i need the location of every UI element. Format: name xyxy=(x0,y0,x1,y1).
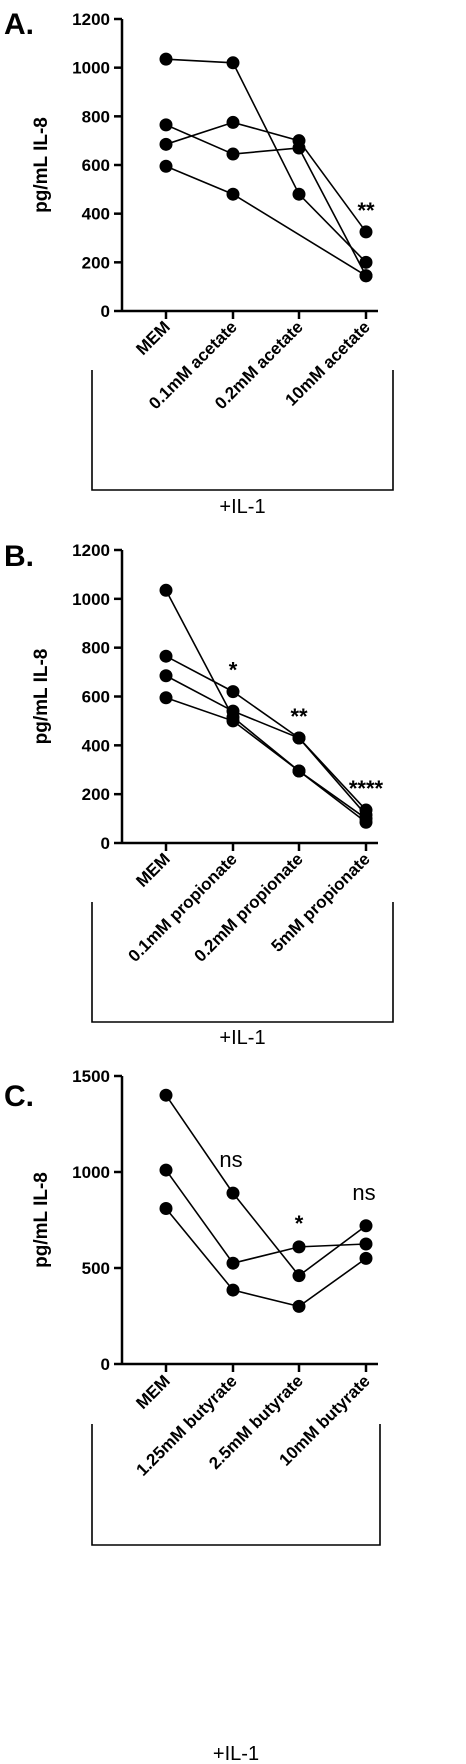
data-point xyxy=(159,52,173,66)
data-point xyxy=(359,255,373,269)
y-tick-label: 0 xyxy=(101,1355,110,1374)
series-3-line xyxy=(165,1207,367,1308)
y-tick-label: 0 xyxy=(101,302,110,321)
x-category-label: MEM xyxy=(132,317,173,358)
y-tick-label: 1500 xyxy=(72,1067,110,1086)
treatment-bracket xyxy=(91,902,394,1023)
panel-letter: C. xyxy=(4,1080,34,1113)
data-point xyxy=(159,669,173,683)
data-point xyxy=(292,1240,306,1254)
data-point xyxy=(226,147,240,161)
data-point xyxy=(226,1283,240,1297)
treatment-bracket xyxy=(91,370,394,491)
y-tick-label: 600 xyxy=(82,156,110,175)
data-point xyxy=(359,1251,373,1265)
data-point xyxy=(159,691,173,705)
y-tick-label: 1200 xyxy=(72,10,110,29)
significance-annotation: ** xyxy=(357,198,375,223)
x-category-label: MEM xyxy=(132,1371,173,1412)
panel-letter: B. xyxy=(4,540,34,573)
y-tick-label: 1200 xyxy=(72,541,110,560)
y-tick-label: 400 xyxy=(82,736,110,755)
panel-a: A.pg/mL IL-8020040060080010001200MEM0.1m… xyxy=(4,8,394,518)
series-1-line xyxy=(165,589,367,820)
y-tick-label: 0 xyxy=(101,834,110,853)
data-point xyxy=(359,1237,373,1251)
data-point xyxy=(359,1219,373,1233)
y-tick-label: 800 xyxy=(82,639,110,658)
significance-annotation: * xyxy=(295,1211,304,1236)
data-point xyxy=(359,815,373,829)
y-tick-label: 200 xyxy=(82,253,110,272)
data-point xyxy=(226,56,240,70)
y-tick-label: 500 xyxy=(82,1259,110,1278)
data-point xyxy=(226,1186,240,1200)
data-point xyxy=(292,731,306,745)
significance-annotation: **** xyxy=(349,776,384,801)
series-1-line xyxy=(165,58,367,263)
series-3-line xyxy=(165,675,367,816)
data-point xyxy=(159,159,173,173)
significance-annotation: ** xyxy=(290,704,308,729)
y-axis-label: pg/mL IL-8 xyxy=(31,1172,52,1268)
series-1-line xyxy=(165,1094,367,1277)
y-tick-label: 800 xyxy=(82,107,110,126)
bracket-label: +IL-1 xyxy=(213,1743,259,1764)
data-point xyxy=(292,764,306,778)
x-category-label: 0.2mM propionate xyxy=(191,849,307,965)
x-category-label: MEM xyxy=(132,849,173,890)
series-4-line xyxy=(165,696,367,823)
panel-letter: A. xyxy=(4,8,34,41)
data-point xyxy=(292,187,306,201)
bracket-label: +IL-1 xyxy=(219,1027,265,1049)
data-point xyxy=(226,187,240,201)
data-point xyxy=(359,225,373,239)
data-point xyxy=(292,1299,306,1313)
y-tick-label: 1000 xyxy=(72,59,110,78)
data-point xyxy=(159,649,173,663)
significance-annotation: ns xyxy=(352,1180,375,1205)
y-tick-label: 200 xyxy=(82,785,110,804)
data-point xyxy=(159,583,173,597)
y-tick-label: 1000 xyxy=(72,1163,110,1182)
series-3-line xyxy=(165,121,367,233)
data-point xyxy=(226,115,240,129)
significance-annotation: ns xyxy=(219,1147,242,1172)
series-4-line xyxy=(165,165,367,277)
data-point xyxy=(226,704,240,718)
y-tick-label: 600 xyxy=(82,688,110,707)
data-point xyxy=(159,1163,173,1177)
series-2-line xyxy=(165,124,367,277)
series-2-line xyxy=(165,1169,367,1265)
data-point xyxy=(226,685,240,699)
data-point xyxy=(226,714,240,728)
data-point xyxy=(159,137,173,151)
y-axis-label: pg/mL IL-8 xyxy=(31,649,52,745)
y-axis-label: pg/mL IL-8 xyxy=(31,117,52,213)
y-tick-label: 1000 xyxy=(72,590,110,609)
data-point xyxy=(292,134,306,148)
data-point xyxy=(159,118,173,132)
data-point xyxy=(159,1201,173,1215)
panel-b: B.pg/mL IL-8020040060080010001200MEM0.1m… xyxy=(4,540,394,1049)
data-point xyxy=(292,1269,306,1283)
data-point xyxy=(226,1256,240,1270)
bracket-label: +IL-1 xyxy=(219,496,265,518)
data-point xyxy=(359,269,373,283)
data-point xyxy=(159,1088,173,1102)
treatment-bracket xyxy=(91,1424,381,1546)
y-tick-label: 400 xyxy=(82,205,110,224)
significance-annotation: * xyxy=(229,658,238,683)
series-2-line xyxy=(165,655,367,811)
